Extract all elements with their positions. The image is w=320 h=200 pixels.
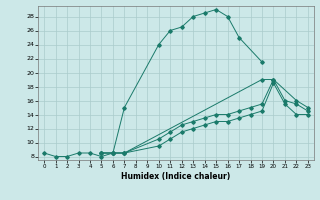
X-axis label: Humidex (Indice chaleur): Humidex (Indice chaleur) (121, 172, 231, 181)
